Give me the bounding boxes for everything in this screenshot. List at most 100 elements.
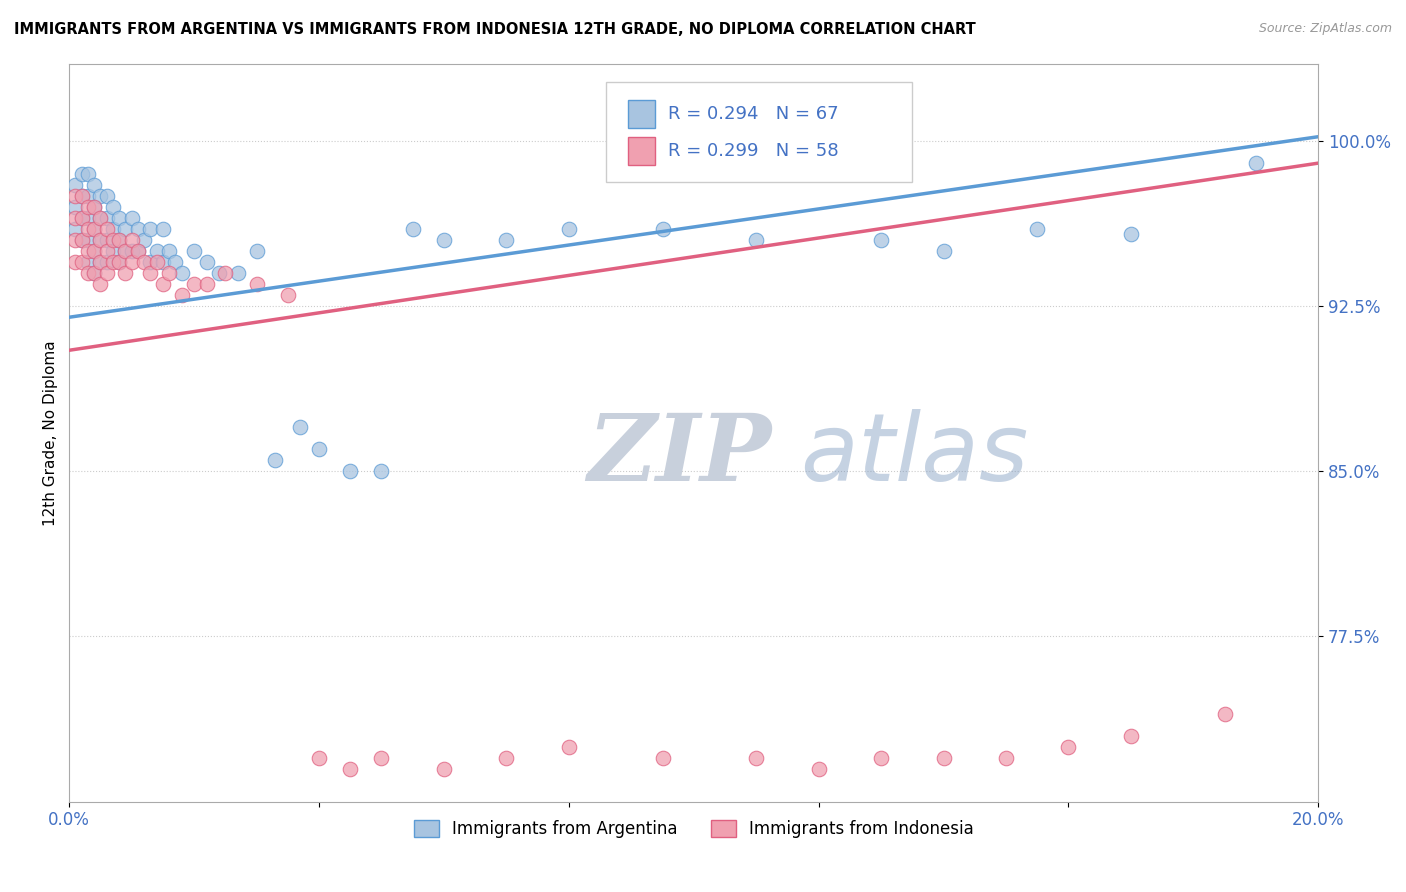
Point bbox=[157, 266, 180, 280]
Point bbox=[121, 244, 143, 259]
Point bbox=[65, 222, 87, 236]
Point bbox=[195, 255, 218, 269]
Point bbox=[1119, 227, 1142, 241]
Point bbox=[101, 200, 124, 214]
Point bbox=[1119, 729, 1142, 743]
Point bbox=[433, 233, 456, 247]
Point bbox=[77, 266, 100, 280]
Point bbox=[245, 244, 267, 259]
Point bbox=[152, 277, 174, 292]
Point bbox=[932, 244, 955, 259]
Point bbox=[77, 222, 100, 236]
Point bbox=[77, 244, 100, 259]
Point bbox=[114, 244, 136, 259]
Point bbox=[152, 222, 174, 236]
Point bbox=[183, 277, 205, 292]
Point bbox=[558, 739, 581, 754]
Y-axis label: 12th Grade, No Diploma: 12th Grade, No Diploma bbox=[44, 340, 58, 525]
Point bbox=[70, 189, 93, 203]
Point bbox=[89, 211, 111, 226]
Point bbox=[101, 233, 124, 247]
Point bbox=[77, 211, 100, 226]
Point bbox=[339, 762, 361, 776]
Point bbox=[83, 244, 105, 259]
Point bbox=[145, 255, 167, 269]
Point bbox=[96, 189, 118, 203]
Point bbox=[65, 211, 87, 226]
Point bbox=[121, 211, 143, 226]
Point bbox=[77, 167, 100, 181]
Point bbox=[89, 233, 111, 247]
Point bbox=[89, 211, 111, 226]
Point bbox=[108, 255, 131, 269]
Point bbox=[108, 233, 131, 247]
Point bbox=[745, 233, 768, 247]
Text: ZIP: ZIP bbox=[588, 410, 772, 500]
Point bbox=[134, 255, 156, 269]
Point bbox=[214, 266, 236, 280]
Point bbox=[127, 244, 149, 259]
Point bbox=[370, 750, 392, 764]
Point bbox=[114, 244, 136, 259]
Point bbox=[96, 211, 118, 226]
Point bbox=[83, 266, 105, 280]
Point bbox=[651, 750, 673, 764]
Point bbox=[308, 750, 330, 764]
Point bbox=[226, 266, 249, 280]
Point bbox=[83, 266, 105, 280]
Point bbox=[1244, 156, 1267, 170]
Point bbox=[170, 288, 193, 302]
Point bbox=[114, 266, 136, 280]
Point bbox=[70, 167, 93, 181]
Point bbox=[339, 464, 361, 478]
Point bbox=[195, 277, 218, 292]
Point bbox=[995, 750, 1018, 764]
Text: R = 0.299   N = 58: R = 0.299 N = 58 bbox=[668, 142, 838, 160]
Point bbox=[558, 222, 581, 236]
Point bbox=[1213, 706, 1236, 721]
Point bbox=[89, 255, 111, 269]
Point bbox=[1026, 222, 1049, 236]
Point bbox=[170, 266, 193, 280]
Point bbox=[495, 750, 517, 764]
Point bbox=[208, 266, 231, 280]
Point bbox=[290, 420, 312, 434]
Point bbox=[70, 233, 93, 247]
Point bbox=[370, 464, 392, 478]
Point bbox=[83, 222, 105, 236]
Point bbox=[433, 762, 456, 776]
Point bbox=[277, 288, 299, 302]
Point bbox=[157, 244, 180, 259]
Point bbox=[807, 762, 830, 776]
Point bbox=[870, 233, 893, 247]
Point bbox=[145, 244, 167, 259]
Point bbox=[65, 233, 87, 247]
Point bbox=[139, 222, 162, 236]
Point bbox=[96, 222, 118, 236]
Point bbox=[89, 255, 111, 269]
Point bbox=[402, 222, 425, 236]
Point bbox=[96, 244, 118, 259]
Point bbox=[83, 244, 105, 259]
Point bbox=[77, 200, 100, 214]
Point bbox=[101, 255, 124, 269]
Point bbox=[89, 189, 111, 203]
Point bbox=[101, 244, 124, 259]
Point bbox=[77, 233, 100, 247]
Point bbox=[183, 244, 205, 259]
Point bbox=[745, 750, 768, 764]
Point bbox=[70, 211, 93, 226]
Point bbox=[83, 200, 105, 214]
Point bbox=[245, 277, 267, 292]
Point bbox=[1057, 739, 1080, 754]
Point bbox=[96, 233, 118, 247]
Point bbox=[70, 189, 93, 203]
Bar bbox=[627, 100, 655, 128]
Point bbox=[139, 255, 162, 269]
Text: atlas: atlas bbox=[800, 409, 1028, 500]
Point bbox=[127, 244, 149, 259]
Point bbox=[870, 750, 893, 764]
Point bbox=[108, 211, 131, 226]
Point bbox=[152, 255, 174, 269]
Point bbox=[651, 222, 673, 236]
